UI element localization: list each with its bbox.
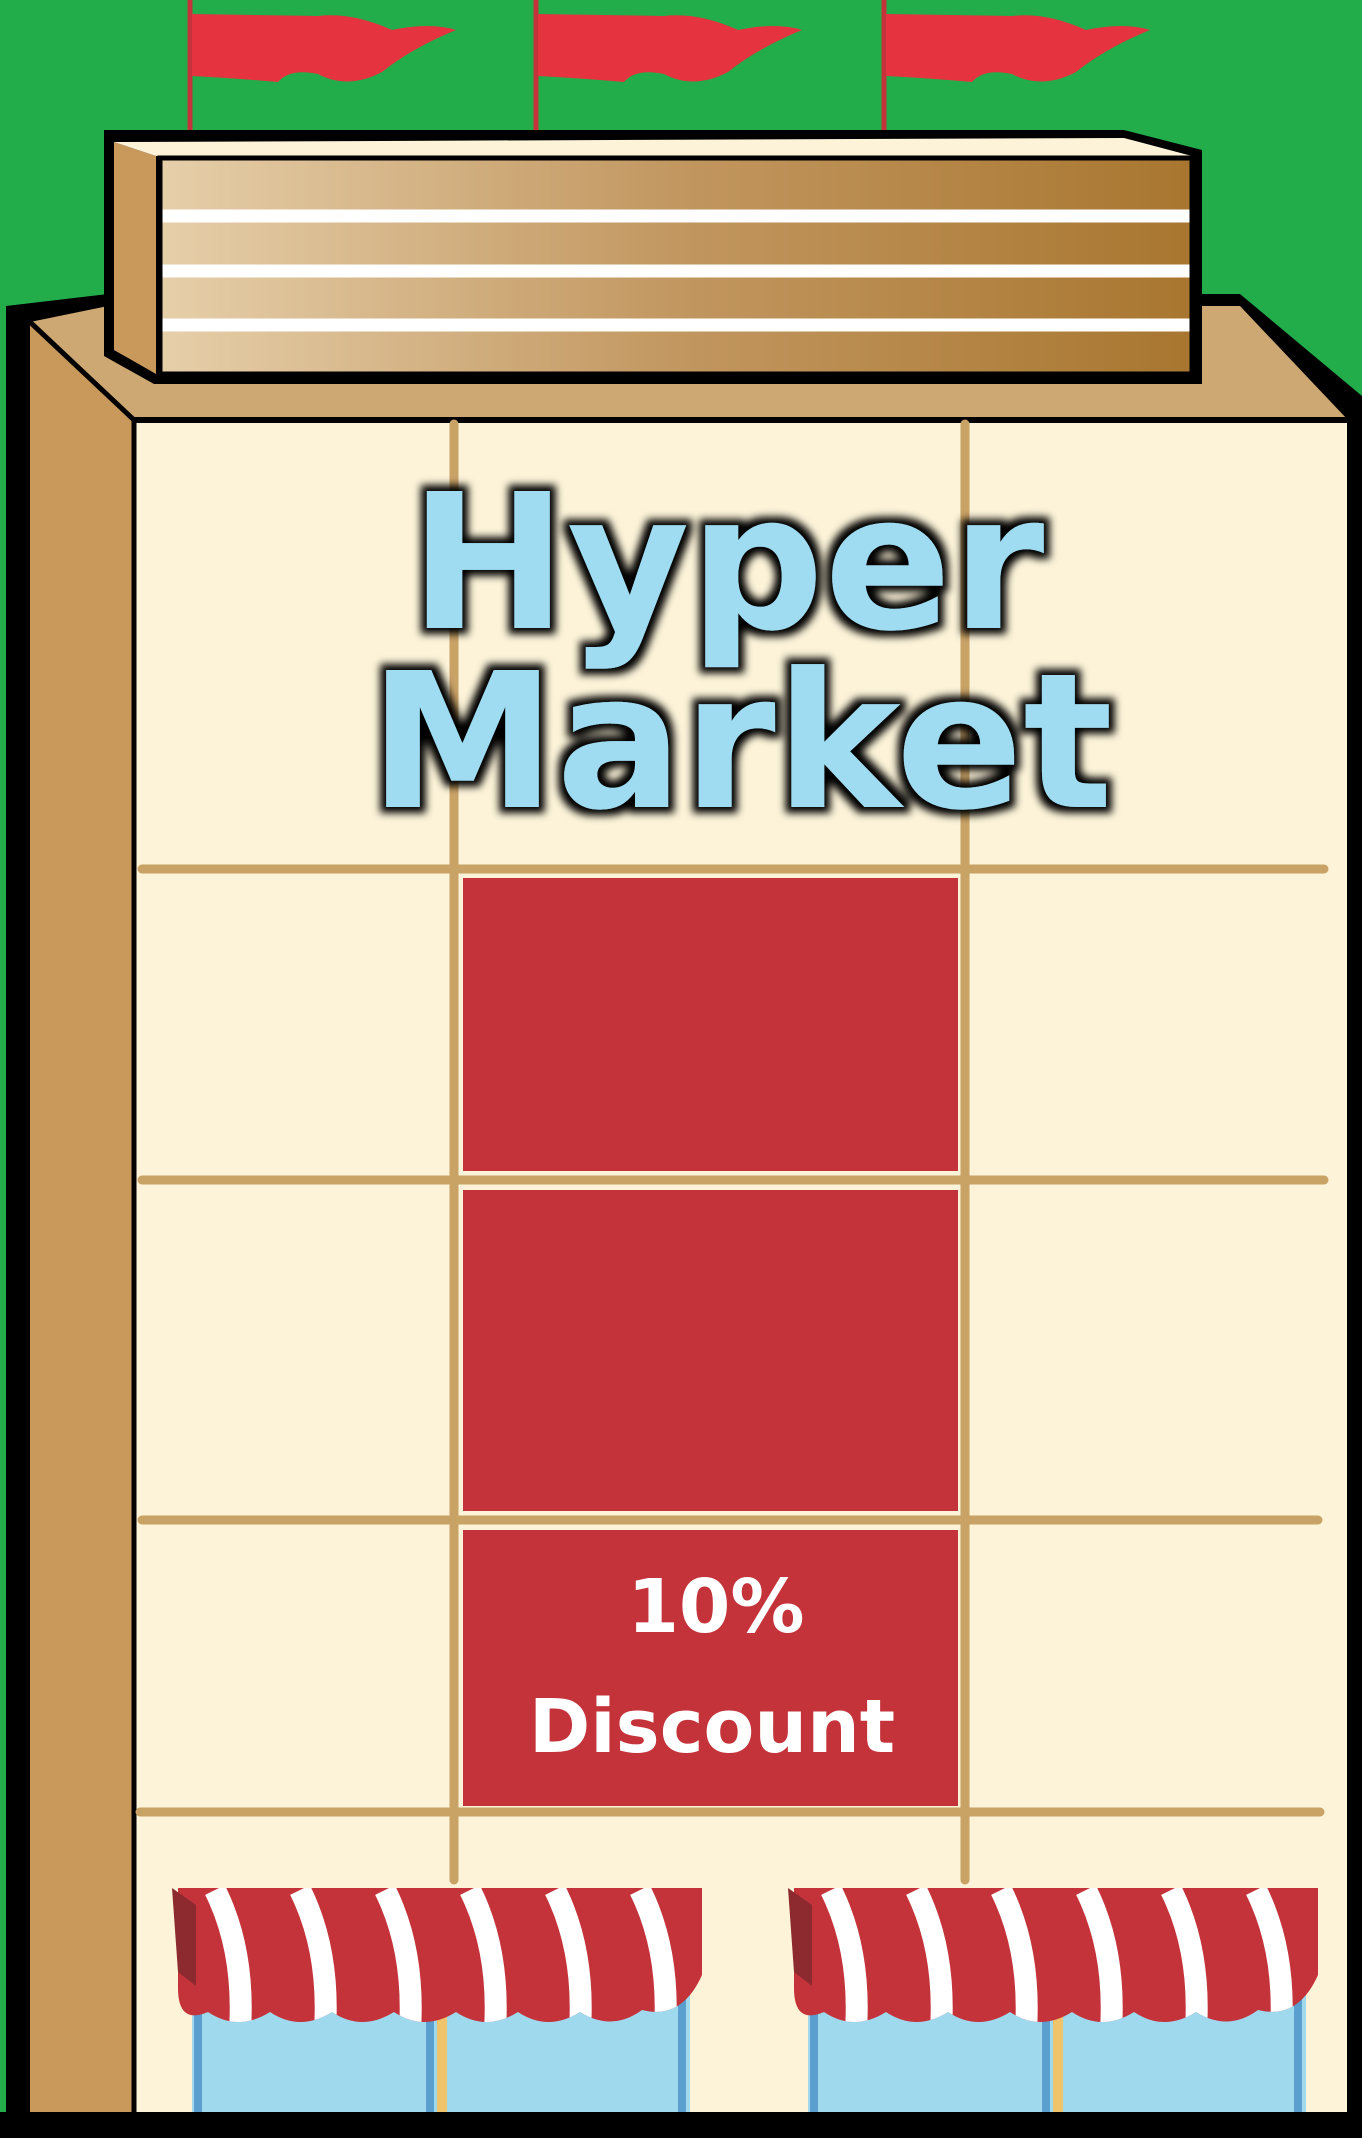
sign-line-2: Market — [369, 633, 1113, 852]
discount-label: Discount — [529, 1684, 895, 1770]
flag-icon — [533, 0, 802, 148]
awning — [178, 1888, 702, 2022]
banner-panel — [463, 1190, 958, 1511]
flag-icon — [881, 0, 1150, 148]
side-wall — [30, 322, 134, 2112]
awning — [794, 1888, 1318, 2022]
banner-panel — [463, 878, 958, 1171]
store-sign: Hyper Market — [369, 454, 1113, 852]
facade-grid — [135, 419, 1329, 1885]
discount-percent: 10% — [627, 1564, 804, 1650]
sign-line-1: Hyper — [410, 454, 1045, 673]
rooftop-billboard — [104, 130, 1202, 384]
promo-banner: 10% Discount — [463, 878, 958, 1806]
storefront-left — [172, 1888, 702, 2112]
ground-outline — [0, 2112, 1362, 2138]
flags — [187, 0, 1150, 148]
storefront-right — [788, 1888, 1318, 2112]
discount-panel — [463, 1530, 958, 1806]
flag-icon — [187, 0, 456, 148]
